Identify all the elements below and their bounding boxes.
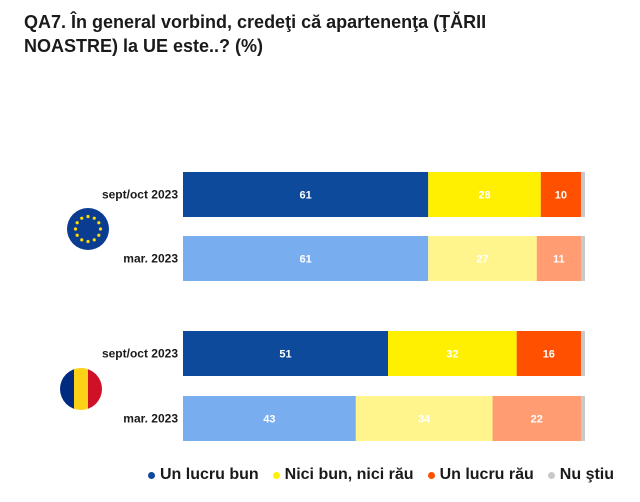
legend-dot-good	[148, 471, 155, 479]
data-label: 43	[263, 414, 275, 426]
eu-flag-icon	[67, 208, 109, 250]
bar-segment	[183, 236, 429, 281]
legend: Un lucru bun Nici bun, nici rău Un lucru…	[148, 466, 614, 484]
bar-segment	[492, 396, 581, 441]
bar-segment	[580, 331, 585, 376]
legend-label-good: Un lucru bun	[160, 466, 259, 483]
bar-segment	[540, 172, 581, 217]
data-label: 27	[476, 254, 488, 266]
legend-label-dont-know: Nu ştiu	[559, 466, 615, 483]
eu-star	[92, 216, 96, 220]
bar-segment	[580, 396, 585, 441]
data-label: 11	[553, 254, 565, 266]
eu-star	[75, 233, 79, 237]
romania-flag-stripe	[60, 368, 75, 410]
bar-segment	[428, 236, 537, 281]
legend-item-neutral: Nici bun, nici rău	[272, 466, 414, 484]
data-label: 61	[299, 190, 311, 202]
data-label: 51	[279, 349, 291, 361]
data-label: 16	[543, 349, 555, 361]
legend-label-neutral: Nici bun, nici rău	[284, 466, 414, 483]
romania-flag-icon	[60, 368, 102, 410]
row-label: mar. 2023	[123, 252, 178, 266]
bar-segment	[183, 172, 429, 217]
bar-segment	[516, 331, 581, 376]
legend-label-bad: Un lucru rău	[439, 466, 534, 483]
legend-dot-neutral	[272, 471, 280, 479]
data-label: 34	[418, 414, 431, 426]
bar-segment	[580, 172, 585, 217]
romania-flag-stripe	[74, 368, 89, 410]
eu-star	[98, 227, 103, 231]
bar-segment	[355, 396, 493, 441]
data-label: 32	[446, 349, 458, 361]
eu-star	[86, 214, 90, 219]
eu-star	[73, 227, 78, 231]
legend-item-good: Un lucru bun	[148, 466, 259, 484]
eu-star	[97, 233, 101, 237]
bar-segment	[183, 396, 356, 441]
data-label: 61	[299, 254, 311, 266]
legend-item-bad: Un lucru rău	[427, 466, 534, 484]
bar-segment	[183, 331, 389, 376]
bar-segment	[388, 331, 517, 376]
eu-star	[80, 216, 84, 220]
eu-star	[97, 221, 101, 225]
eu-star	[75, 221, 79, 225]
legend-dot-bad	[427, 471, 435, 479]
eu-star	[92, 238, 96, 242]
romania-flag-stripe	[88, 368, 102, 410]
eu-star	[86, 239, 90, 244]
row-label: sept/oct 2023	[102, 347, 178, 361]
bar-segment	[580, 236, 585, 281]
data-label: 28	[478, 190, 490, 202]
eu-star	[80, 238, 84, 242]
row-label: sept/oct 2023	[102, 188, 178, 202]
data-label: 22	[531, 414, 543, 426]
data-label: 10	[555, 190, 567, 202]
row-label: mar. 2023	[123, 412, 178, 426]
bar-segment	[536, 236, 581, 281]
legend-dot-dont-know	[547, 471, 555, 479]
chart-title: QA7. În general vorbind, credeţi că apar…	[24, 12, 487, 56]
legend-item-dont-know: Nu ştiu	[547, 466, 615, 484]
bar-segment	[428, 172, 541, 217]
